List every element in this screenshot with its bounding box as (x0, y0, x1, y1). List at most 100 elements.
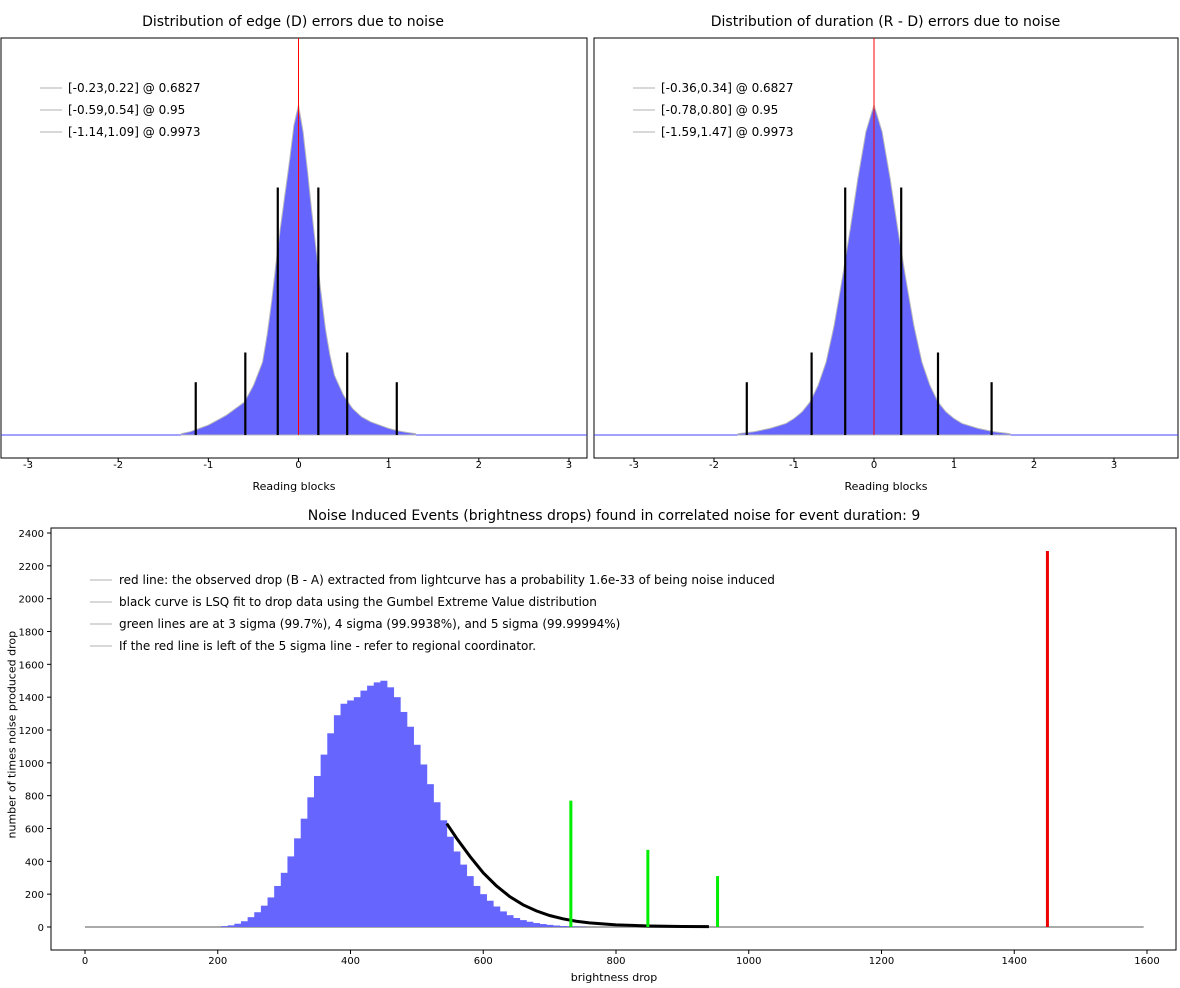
y-tick-label: 2200 (19, 562, 44, 573)
histogram-bar (280, 872, 288, 927)
histogram-bar (446, 836, 454, 927)
y-tick-label: 0 (38, 923, 44, 934)
chart1-title: Distribution of edge (D) errors due to n… (142, 14, 444, 30)
histogram-bar (240, 921, 249, 927)
histogram-bar (227, 925, 235, 927)
x-tick-label: 1400 (1002, 956, 1027, 967)
histogram-bar (552, 925, 560, 927)
legend-entry: red line: the observed drop (B - A) extr… (119, 573, 775, 587)
y-tick-label: 600 (25, 825, 44, 836)
histogram-bar (440, 820, 448, 927)
x-tick-label: 1 (951, 460, 957, 471)
histogram-bar (393, 697, 401, 927)
histogram-bar (493, 906, 501, 927)
histogram-bar (400, 711, 408, 927)
chart3-xlabel: brightness drop (570, 971, 658, 984)
histogram-bar (307, 797, 315, 927)
histogram-bar (533, 923, 541, 927)
histogram-bar (473, 885, 481, 927)
x-tick-label: 200 (208, 956, 227, 967)
histogram-bar (320, 754, 328, 927)
x-tick-label: -2 (709, 460, 719, 471)
legend-entry: [-0.36,0.34] @ 0.6827 (661, 81, 794, 95)
duration-error-histogram-chart: -3 -2 -1 0 1 2 3 [-0.36,0.34] @ 0.6827 [-0.78,0.… (593, 37, 1179, 471)
noise-events-histogram-chart: 0200400600800100012001400160018002000220… (19, 527, 1177, 967)
histogram-bar (247, 917, 255, 927)
x-tick-label: 0 (871, 460, 877, 471)
x-tick-label: 2 (1031, 460, 1037, 471)
histogram-bar (367, 685, 375, 927)
histogram-bar (333, 715, 341, 927)
histogram-bar (559, 926, 567, 927)
histogram-bar (313, 775, 322, 927)
histogram-bar (267, 897, 275, 927)
x-tick-label: -2 (113, 460, 123, 471)
edge-error-histogram-chart: -3 -2 -1 0 1 2 3 [-0.23,0.22] @ 0.6827 [-0.59,0.… (0, 37, 588, 471)
x-tick-label: 0 (295, 460, 301, 471)
x-tick-label: 2 (476, 460, 482, 471)
chart3-ylabel: number of times noise produced drop (5, 630, 19, 839)
y-tick-label: 1600 (19, 660, 44, 671)
histogram-bar (234, 923, 242, 927)
histogram-bar (360, 690, 368, 927)
y-tick-label: 200 (25, 890, 44, 901)
histogram-bar (426, 784, 434, 927)
legend-entry: [-0.78,0.80] @ 0.95 (661, 103, 778, 117)
histogram-bar (546, 924, 554, 927)
x-tick-label: 400 (341, 956, 360, 967)
histogram-bar (254, 912, 262, 927)
x-tick-label: 1600 (1134, 956, 1159, 967)
chart2-title: Distribution of duration (R - D) errors … (710, 14, 1061, 30)
x-tick-label: 3 (566, 460, 572, 471)
y-tick-label: 400 (25, 857, 44, 868)
x-tick-label: 1200 (869, 956, 894, 967)
histogram-bar (353, 697, 361, 927)
histogram-bar (433, 802, 441, 927)
histogram-bar (327, 733, 335, 927)
histogram-bar (539, 924, 547, 927)
x-tick-label: 3 (1111, 460, 1117, 471)
x-tick-label: -1 (789, 460, 799, 471)
histogram-bar (499, 911, 507, 927)
histogram-bar (486, 900, 494, 927)
y-tick-label: 1200 (19, 726, 44, 737)
legend-entry: green lines are at 3 sigma (99.7%), 4 si… (119, 617, 620, 631)
legend-entry: [-1.14,1.09] @ 0.9973 (68, 125, 201, 139)
legend-entry: [-0.59,0.54] @ 0.95 (68, 103, 185, 117)
histogram-bar (519, 920, 527, 927)
histogram-bar (340, 703, 348, 927)
histogram-bar (406, 726, 414, 927)
histogram-bar (506, 915, 514, 927)
plot-frame (50, 527, 1177, 951)
histogram-bar (420, 764, 428, 927)
x-tick-label: 800 (606, 956, 625, 967)
y-tick-label: 800 (25, 792, 44, 803)
legend-entry: [-1.59,1.47] @ 0.9973 (661, 125, 794, 139)
histogram-bar (460, 864, 468, 927)
y-tick-label: 2000 (19, 595, 44, 606)
y-tick-label: 2400 (19, 529, 44, 540)
chart3-title: Noise Induced Events (brightness drops) … (307, 508, 921, 524)
histogram-bar (380, 680, 388, 927)
x-tick-label: 1000 (736, 956, 761, 967)
x-tick-label: -3 (23, 460, 33, 471)
gumbel-fit-curve (445, 822, 709, 929)
histogram-bar (466, 876, 474, 927)
histogram-bar (453, 851, 461, 927)
histogram-bar (300, 818, 308, 927)
histogram-bar (387, 687, 395, 927)
legend-entry: black curve is LSQ fit to drop data usin… (119, 595, 597, 609)
histogram-bar (274, 885, 282, 927)
y-tick-label: 1800 (19, 628, 44, 639)
histogram-bar (260, 905, 268, 927)
histogram-bar (373, 682, 381, 927)
histogram-bar (287, 856, 295, 927)
x-tick-label: -1 (203, 460, 213, 471)
histogram-bar (413, 744, 421, 927)
y-tick-label: 1400 (19, 693, 44, 704)
histogram-bar (294, 838, 302, 927)
chart1-xlabel: Reading blocks (252, 480, 336, 493)
x-tick-label: 600 (474, 956, 493, 967)
histogram-bar (526, 921, 534, 927)
x-tick-label: 0 (82, 956, 88, 967)
